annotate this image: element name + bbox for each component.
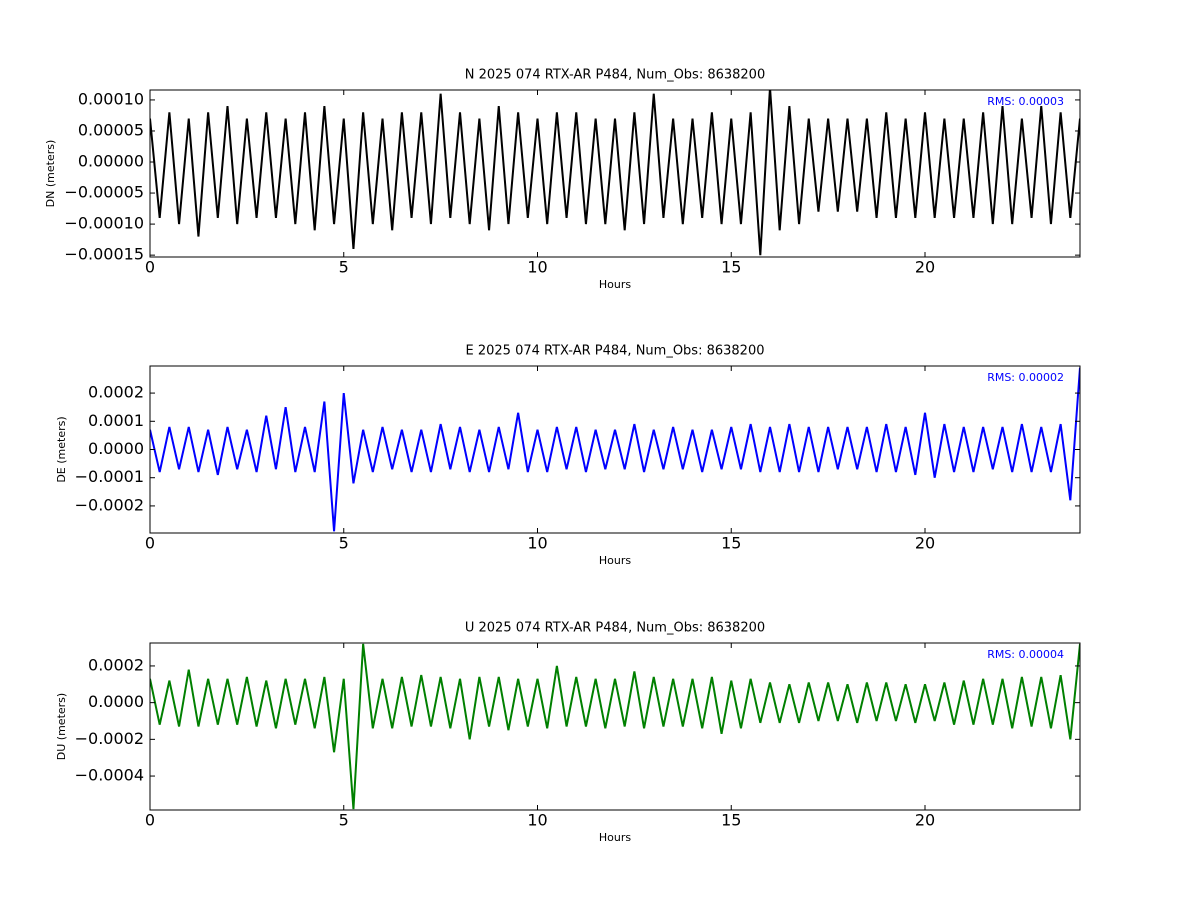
plot-area: [150, 643, 1080, 810]
y-axis-label: DU (meters): [55, 693, 68, 760]
x-tick-label: 20: [915, 811, 935, 830]
y-tick-label: 0.0002: [88, 383, 144, 402]
plot-area: [150, 90, 1080, 256]
y-tick-label: 0.0002: [88, 655, 144, 674]
x-tick-label: 5: [339, 811, 349, 830]
subplot: N 2025 074 RTX-AR P484, Num_Obs: 8638200…: [44, 68, 1081, 291]
subplot-title: E 2025 074 RTX-AR P484, Num_Obs: 8638200: [466, 344, 765, 359]
y-tick-label: 0.00005: [78, 120, 144, 139]
x-tick-label: 10: [527, 811, 547, 830]
x-tick-label: 0: [145, 534, 155, 553]
y-tick-label: −0.0002: [75, 729, 144, 748]
y-tick-label: 0.0000: [88, 692, 144, 711]
y-tick-label: −0.0001: [75, 467, 144, 486]
x-axis-label: Hours: [599, 831, 631, 844]
subplot-title: U 2025 074 RTX-AR P484, Num_Obs: 8638200: [465, 621, 765, 636]
axes-frame: [149, 642, 1081, 811]
data-line: [150, 643, 1080, 810]
x-tick-label: 5: [339, 258, 349, 277]
plot-area: [150, 367, 1080, 532]
x-tick-label: 15: [721, 258, 741, 277]
x-axis-label: Hours: [599, 278, 631, 291]
y-tick-label: −0.00015: [64, 245, 144, 264]
x-tick-label: 15: [721, 811, 741, 830]
y-axis-label: DE (meters): [55, 416, 68, 482]
subplot-title: N 2025 074 RTX-AR P484, Num_Obs: 8638200: [465, 68, 765, 83]
data-line: [150, 90, 1080, 256]
x-tick-label: 0: [145, 811, 155, 830]
rms-annotation: RMS: 0.00002: [987, 371, 1064, 384]
y-tick-label: −0.0002: [75, 495, 144, 514]
x-tick-label: 5: [339, 534, 349, 553]
x-axis-label: Hours: [599, 554, 631, 567]
rms-annotation: RMS: 0.00003: [987, 95, 1064, 108]
y-tick-label: −0.00010: [64, 214, 144, 233]
axes-frame: [149, 89, 1081, 258]
x-tick-label: 20: [915, 258, 935, 277]
y-tick-label: 0.00000: [78, 152, 144, 171]
x-tick-label: 20: [915, 534, 935, 553]
y-tick-label: 0.0001: [88, 411, 144, 430]
x-tick-label: 10: [527, 534, 547, 553]
x-tick-label: 15: [721, 534, 741, 553]
y-axis-label: DN (meters): [44, 140, 57, 208]
subplot: E 2025 074 RTX-AR P484, Num_Obs: 8638200…: [55, 344, 1081, 567]
subplot: U 2025 074 RTX-AR P484, Num_Obs: 8638200…: [55, 621, 1081, 844]
y-tick-label: 0.0000: [88, 439, 144, 458]
y-tick-label: 0.00010: [78, 89, 144, 108]
y-tick-label: −0.0004: [75, 766, 144, 785]
x-tick-label: 0: [145, 258, 155, 277]
y-tick-label: −0.00005: [64, 183, 144, 202]
x-tick-label: 10: [527, 258, 547, 277]
rms-annotation: RMS: 0.00004: [987, 648, 1064, 661]
data-line: [150, 367, 1080, 532]
